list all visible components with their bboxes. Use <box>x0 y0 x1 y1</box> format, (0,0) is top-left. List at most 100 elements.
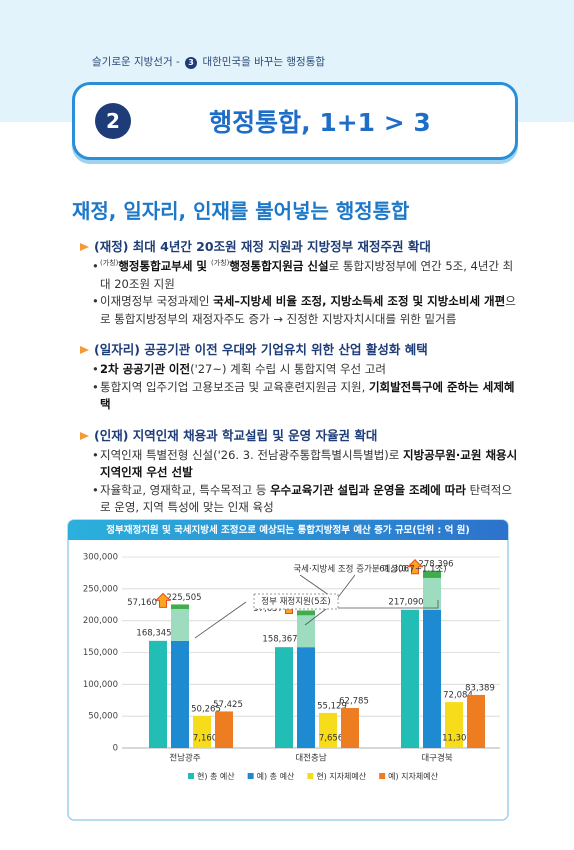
item-heading: (일자리) 공공기관 이전 우대와 기업유치 위한 산업 활성화 혜택 <box>80 341 520 359</box>
legend-label: 현) 지자체예산 <box>316 771 366 781</box>
legend-swatch <box>188 773 194 779</box>
item: (재정) 최대 4년간 20조원 재정 지원과 지방정부 재정주권 확대 (가칭)… <box>80 238 520 328</box>
value-label: 62,785 <box>339 697 369 707</box>
bullet: 지역인재 특별전형 신설('26. 3. 전남광주통합특별시특별법)로 지방공무… <box>92 447 520 482</box>
chart-header <box>68 520 508 540</box>
increase-arrow <box>154 592 172 608</box>
bar-segment <box>171 640 189 748</box>
text-run: 지역인재 특별전형 신설('26. 3. 전남광주통합특별시특별법)로 <box>100 447 404 462</box>
y-tick-label: 50,000 <box>88 712 118 722</box>
text-run: 자율학교, 영재학교, 특수목적고 등 <box>100 482 271 497</box>
difference-label: 7,160 <box>193 734 217 744</box>
increase-label: 61,306 <box>379 564 409 574</box>
chart-title: 정부재정지원 및 국세지방세 조정으로 예상되는 통합지방정부 예산 증가 규모… <box>106 524 470 536</box>
bar <box>275 647 293 748</box>
bullet: 이재명정부 국정과제인 국세–지방세 비율 조정, 지방소득세 조정 및 지방소… <box>92 293 520 328</box>
bullet: 통합지역 입주기업 고용보조금 및 교육훈련지원금 지원, 기회발전특구에 준하… <box>92 379 520 414</box>
annotation-line <box>194 601 331 639</box>
text-run: ('27~) 계획 수립 시 통합지역 우선 고려 <box>190 362 386 376</box>
value-label: 55,129 <box>317 701 347 711</box>
text-run: (가칭) <box>100 259 119 268</box>
increase-arrow <box>406 559 424 575</box>
text-run: 탄력적으로 운영, 지역 특성에 맞는 인재 육성 <box>100 482 512 515</box>
item-heading: (인재) 지역인재 채용과 학교설립 및 운영 자율권 확대 <box>80 427 520 445</box>
text-run: 통합지역 입주기업 고용보조금 및 교육훈련지원금 지원, <box>100 379 369 394</box>
bar-segment <box>423 609 441 748</box>
value-label: 278,396 <box>418 559 453 569</box>
bullet-list: 2차 공공기관 이전('27~) 계획 수립 시 통합지역 우선 고려통합지역 … <box>80 361 520 414</box>
value-label: 50,265 <box>191 704 221 714</box>
text-run: (가칭) <box>211 259 230 268</box>
item-list: (재정) 최대 4년간 20조원 재정 지원과 지방정부 재정주권 확대 (가칭)… <box>80 238 520 530</box>
legend-swatch <box>247 773 254 779</box>
y-tick-label: 250,000 <box>83 584 118 594</box>
value-label: 57,425 <box>213 700 243 710</box>
text-run: 국세–지방세 비율 조정, 지방소득세 조정 및 지방소비세 개편 <box>213 294 506 308</box>
chapter-title: 행정통합, 1+1 > 3 <box>209 108 431 137</box>
breadcrumb: 슬기로운 지방선거 - 3 대한민국을 바꾸는 행정통합 <box>92 54 325 69</box>
annotation: 국세·지방세 조정 증가분 예상(0.7~1.1조) <box>293 564 446 575</box>
bar <box>215 711 233 748</box>
text-run: 기회발전특구에 준하는 세제혜택 <box>100 379 515 412</box>
breadcrumb-topic: 대한민국을 바꾸는 행정통합 <box>202 56 326 68</box>
value-label: 83,389 <box>465 683 495 693</box>
increase-label: 57,160 <box>127 598 157 608</box>
legend-label: 현) 총 예산 <box>197 771 235 781</box>
bullet: 2차 공공기관 이전('27~) 계획 수립 시 통합지역 우선 고려 <box>92 361 520 379</box>
annotation-box <box>253 593 339 610</box>
text-run: 이재명정부 국정과제인 <box>100 294 214 308</box>
legend-label: 예) 지자체예산 <box>388 771 438 781</box>
x-tick-label: 전남광주 <box>169 753 200 764</box>
chapter-number: 2 <box>95 103 131 139</box>
difference-label: 11,305 <box>442 734 472 744</box>
bullet: 자율학교, 영재학교, 특수목적고 등 우수교육기관 설립과 운영을 조례에 따… <box>92 482 520 517</box>
bar <box>467 694 485 748</box>
bar <box>445 702 463 748</box>
text-run: 우수교육기관 설립과 운영을 조례에 따라 <box>270 482 466 497</box>
y-tick-label: 150,000 <box>83 648 118 658</box>
y-tick-label: 300,000 <box>83 553 118 563</box>
bar-segment <box>297 647 315 748</box>
text-run: 로 통합지방정부에 연간 5조, 4년간 최대 20조원 지원 <box>100 259 514 291</box>
x-tick-label: 대전충남 <box>295 753 326 764</box>
x-tick-label: 대구경북 <box>421 753 452 764</box>
breadcrumb-step: 3 <box>185 57 198 69</box>
bar-segment <box>297 615 315 648</box>
y-tick-label: 0 <box>113 744 118 754</box>
title-box: 2 행정통합, 1+1 > 3 <box>72 82 518 160</box>
y-tick-label: 100,000 <box>83 680 118 690</box>
item: (인재) 지역인재 채용과 학교설립 및 운영 자율권 확대지역인재 특별전형 … <box>80 427 520 517</box>
value-label: 225,505 <box>166 593 201 603</box>
breadcrumb-lead: 슬기로운 지방선거 - <box>92 56 180 68</box>
bar <box>341 708 359 748</box>
item-heading: (재정) 최대 4년간 20조원 재정 지원과 지방정부 재정주권 확대 <box>80 238 520 256</box>
bar-segment <box>171 604 189 609</box>
bullet-list: (가칭)행정통합교부세 및 (가칭)행정통합지원금 신설로 통합지방정부에 연간… <box>80 258 520 328</box>
text-run: 행정통합교부세 및 <box>118 259 211 273</box>
text-run: 행정통합지원금 신설 <box>229 259 329 273</box>
legend-swatch <box>307 773 314 779</box>
item: (일자리) 공공기관 이전 우대와 기업유치 위한 산업 활성화 혜택 2차 공공… <box>80 341 520 414</box>
annotation: 정부 재정지원(5조) <box>261 596 330 607</box>
section-title: 재정, 일자리, 인재를 불어넣는 행정통합 <box>72 199 410 223</box>
text-run: 으로 통합지방정부의 재정자주도 증가 → 진정한 지방자치시대를 위한 밑거름 <box>100 294 516 326</box>
bar-segment <box>423 577 441 610</box>
legend-swatch <box>379 773 386 779</box>
legend-label: 예) 총 예산 <box>257 771 295 781</box>
y-tick-label: 200,000 <box>83 616 118 626</box>
value-label: 217,090 <box>388 597 423 607</box>
value-label: 72,084 <box>443 691 473 701</box>
value-label: 158,367 <box>262 635 297 645</box>
bullet: (가칭)행정통합교부세 및 (가칭)행정통합지원금 신설로 통합지방정부에 연간… <box>92 258 520 293</box>
text-run: 2차 공공기관 이전 <box>100 362 191 376</box>
value-label: 168,345 <box>136 628 171 638</box>
text-run: 지방공무원·교원 채용시 지역인재 우선 선발 <box>100 447 518 480</box>
difference-label: 7,656 <box>319 734 343 744</box>
bullet-list: 지역인재 특별전형 신설('26. 3. 전남광주통합특별시특별법)로 지방공무… <box>80 447 520 517</box>
bar-segment <box>171 608 189 641</box>
bar <box>319 712 337 748</box>
bar <box>149 640 167 748</box>
bar <box>193 715 211 748</box>
